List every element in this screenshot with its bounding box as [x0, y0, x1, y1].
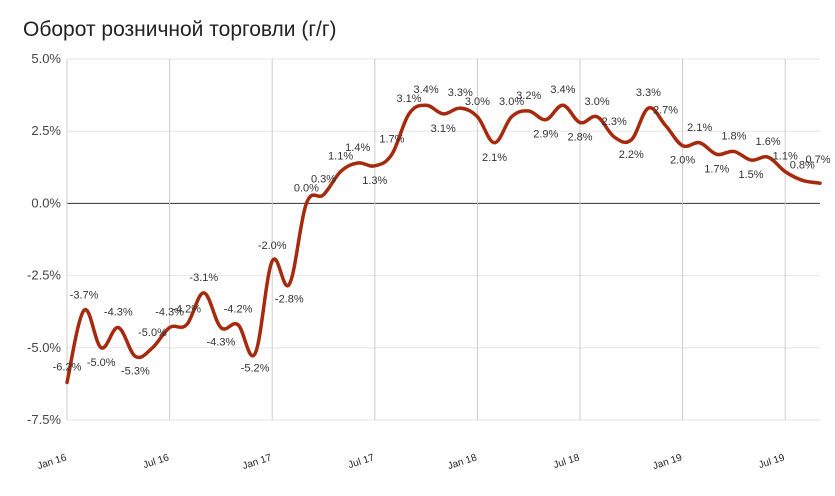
x-tick-label: Jan 19 [652, 452, 684, 472]
data-label-last: 0.7% [805, 154, 830, 166]
data-label: -5.0% [87, 357, 116, 369]
data-label: 3.0% [499, 96, 524, 108]
data-label: -3.1% [189, 272, 218, 284]
y-tick-label: -7.5% [27, 412, 61, 427]
data-label: 2.2% [619, 149, 644, 161]
y-tick-label: -5.0% [27, 340, 61, 355]
x-tick-label: Jul 16 [142, 452, 171, 471]
data-label: 2.0% [670, 155, 695, 167]
data-label: 3.1% [431, 123, 456, 135]
data-label: 3.2% [516, 90, 541, 102]
y-tick-label: 5.0% [31, 51, 61, 66]
data-label: -4.2% [224, 304, 253, 316]
data-label: 3.3% [448, 87, 473, 99]
data-label: -3.7% [70, 289, 99, 301]
x-tick-label: Jul 19 [757, 452, 786, 471]
data-label: 1.1% [328, 151, 353, 163]
data-label: -6.2% [53, 361, 82, 373]
data-label: 2.1% [482, 152, 507, 164]
data-label: -5.2% [241, 363, 270, 375]
data-label: 3.0% [585, 96, 610, 108]
data-label: -4.3% [207, 337, 236, 349]
x-tick-label: Jan 17 [241, 452, 273, 472]
x-tick-label: Jan 18 [446, 452, 478, 472]
x-tick-label: Jul 18 [552, 452, 581, 471]
data-label: 1.7% [379, 133, 404, 145]
data-label: 0.0% [294, 182, 319, 194]
data-label: 3.3% [636, 87, 661, 99]
data-label: -2.0% [258, 240, 287, 252]
y-tick-label: 0.0% [31, 195, 61, 210]
series-line [65, 103, 822, 385]
data-label: 2.3% [602, 116, 627, 128]
data-label: 1.8% [721, 130, 746, 142]
data-label: -4.3% [155, 307, 184, 319]
data-label: 3.4% [414, 84, 439, 96]
data-label: -5.0% [138, 327, 167, 339]
data-label: 2.9% [533, 129, 558, 141]
data-label: 0.8% [790, 159, 815, 171]
data-label: 3.1% [396, 93, 421, 105]
data-label: 1.5% [738, 169, 763, 181]
x-tick-label: Jul 17 [347, 452, 376, 471]
chart-title: Оборот розничной торговли (г/г) [23, 18, 337, 41]
y-tick-label: 2.5% [31, 123, 61, 138]
data-label: -4.3% [104, 307, 133, 319]
data-label: 0.3% [311, 174, 336, 186]
data-label: 1.7% [704, 163, 729, 175]
data-label: 1.3% [362, 175, 387, 187]
data-label: -5.3% [121, 365, 150, 377]
data-label: -4.2% [172, 304, 201, 316]
data-label: 2.7% [653, 104, 678, 116]
y-tick-label: -2.5% [27, 268, 61, 283]
data-label: 3.0% [465, 96, 490, 108]
data-label: 1.6% [756, 136, 781, 148]
data-label: 1.4% [345, 142, 370, 154]
data-label: 3.4% [550, 84, 575, 96]
x-tick-label: Jan 16 [36, 452, 68, 472]
data-label: 1.1% [773, 151, 798, 163]
data-label: 2.1% [687, 122, 712, 134]
data-label: 2.8% [567, 132, 592, 144]
data-label: -2.8% [275, 293, 304, 305]
